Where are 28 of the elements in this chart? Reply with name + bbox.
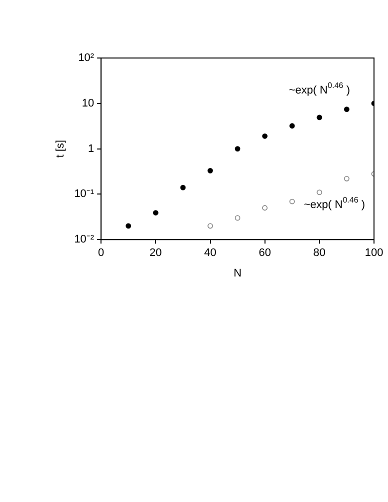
point [234, 146, 240, 152]
y-tick-label: 10² [78, 52, 94, 64]
point [234, 215, 240, 221]
x-tick-label: 60 [258, 247, 271, 260]
y-tick-label: 1 [88, 142, 94, 155]
x-tick-label: 80 [313, 247, 326, 260]
y-axis-title: t [s] [54, 140, 67, 158]
point [208, 168, 213, 174]
point [126, 223, 132, 229]
y-tick-label: 10⁻² [74, 234, 94, 246]
point [262, 133, 268, 139]
x-tick-label: 0 [98, 247, 104, 260]
point [344, 176, 350, 182]
point [289, 198, 295, 204]
point [289, 123, 295, 129]
point [316, 190, 322, 196]
point [152, 210, 158, 216]
x-tick-label: 20 [150, 247, 162, 260]
y-tick-label: 10⁻¹ [74, 188, 94, 200]
point [208, 223, 213, 229]
x-tick-label: 40 [204, 247, 216, 260]
point [316, 114, 322, 120]
point [180, 184, 186, 190]
x-axis-title: N [234, 267, 242, 280]
point [344, 106, 350, 112]
y-tick-label: 10 [82, 97, 94, 110]
point [262, 205, 268, 211]
x-tick-label: 100 [364, 247, 384, 260]
